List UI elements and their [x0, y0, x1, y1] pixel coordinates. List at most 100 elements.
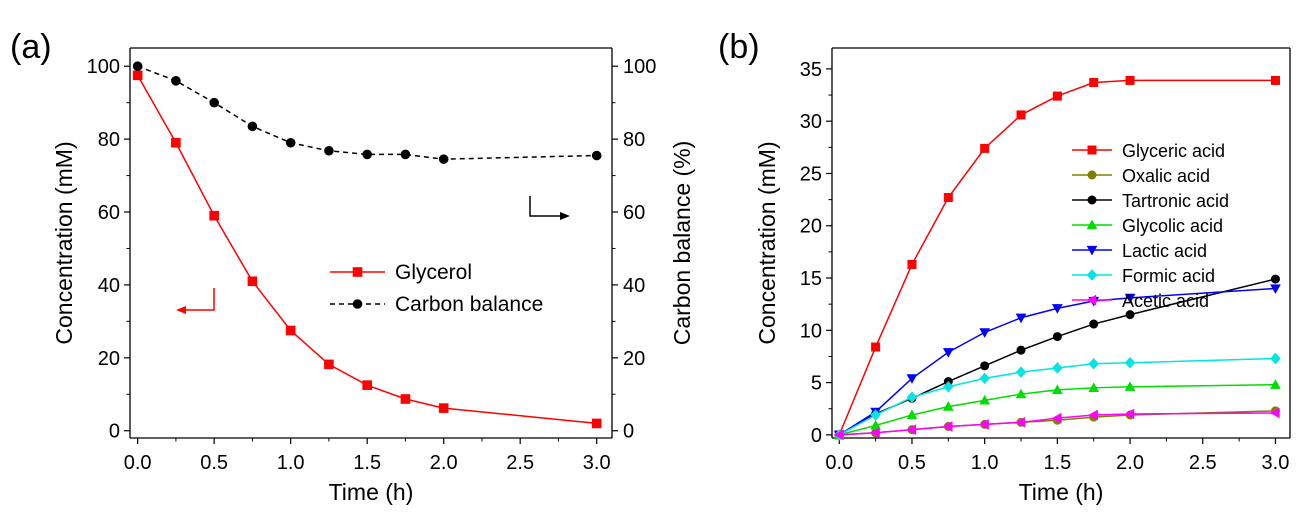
y-tick-label: 35	[800, 59, 822, 81]
data-point-tartronic-acid	[1052, 332, 1062, 342]
y-tick-label: 5	[811, 373, 822, 395]
data-point-glycerol	[324, 359, 334, 370]
data-point-carbon-balance	[132, 61, 143, 72]
y-tick-label: 60	[98, 202, 120, 224]
data-point-acetic-acid	[870, 427, 880, 439]
data-point-formic-acid	[870, 409, 881, 421]
series-acetic-acid	[833, 407, 1280, 441]
x-tick-label: 2.0	[1116, 452, 1144, 474]
data-point-glycerol	[247, 276, 258, 287]
data-point-lactic-acid	[1124, 293, 1136, 304]
data-point-glycolic-acid	[942, 401, 954, 411]
data-point-tartronic-acid	[1270, 274, 1280, 284]
x-tick-label: 1.0	[277, 452, 305, 474]
y-right-tick-label: 20	[623, 348, 645, 370]
legend-label: Glycerol	[395, 261, 472, 284]
series-glycolic-acid	[833, 379, 1281, 440]
y-tick-label: 25	[800, 163, 822, 185]
data-point-acetic-acid	[1015, 416, 1026, 428]
data-point-tartronic-acid	[1016, 345, 1026, 355]
data-point-lactic-acid	[942, 348, 954, 358]
data-point-carbon-balance	[209, 97, 219, 108]
data-point-carbon-balance	[247, 121, 258, 132]
data-point-carbon-balance	[324, 145, 334, 156]
y-axis-title: Concentration (mM)	[51, 141, 77, 344]
series-line-glycerol	[136, 74, 597, 425]
series-line-acetic-acid	[839, 412, 1276, 436]
data-point-acetic-acid	[942, 421, 953, 432]
x-tick-label: 1.5	[1043, 452, 1071, 474]
data-point-formic-acid	[1015, 366, 1027, 378]
arrow-to-right-axis	[529, 196, 564, 217]
legend-marker	[352, 299, 363, 309]
legend-label: Glyceric acid	[1122, 141, 1225, 161]
legend-label: Oxalic acid	[1122, 166, 1210, 186]
legend-marker	[1087, 195, 1097, 205]
y-right-tick-label: 0	[623, 421, 634, 443]
data-point-glycolic-acid	[1088, 382, 1100, 392]
y-axis-title: Concentration (mM)	[754, 141, 780, 344]
y-right-tick-label: 40	[623, 275, 645, 297]
legend-label: Carbon balance	[395, 293, 543, 316]
data-point-formic-acid	[1270, 352, 1281, 365]
x-axis-title: Time (h)	[329, 479, 414, 505]
data-point-carbon-balance	[591, 150, 602, 161]
data-point-glycolic-acid	[1052, 384, 1063, 395]
series-formic-acid	[834, 352, 1281, 441]
legend-label: Glycolic acid	[1122, 216, 1223, 236]
data-point-glycolic-acid	[906, 409, 918, 420]
legend: Glyceric acid Oxalic acid Tartronic acid Gl…	[1072, 141, 1229, 311]
data-point-formic-acid	[979, 372, 990, 385]
series-line-glycolic-acid	[839, 383, 1276, 436]
x-tick-label: 2.5	[506, 452, 534, 474]
data-point-glyceric-acid	[980, 143, 990, 153]
data-point-carbon-balance	[171, 76, 181, 86]
data-point-formic-acid	[1124, 356, 1136, 369]
x-tick-label: 0.5	[898, 452, 926, 474]
data-point-formic-acid	[943, 381, 954, 393]
data-point-carbon-balance	[362, 149, 372, 160]
annotation-arrows	[176, 196, 570, 314]
x-tick-label: 2.0	[430, 452, 458, 474]
panel-label: (b)	[718, 28, 760, 66]
x-axis-title: Time (h)	[1019, 479, 1104, 505]
y-right-tick-label: 80	[623, 129, 645, 151]
data-point-acetic-acid	[1124, 408, 1135, 420]
data-point-glycerol	[362, 380, 372, 390]
legend: Glycerol Carbon balance	[330, 261, 543, 316]
legend-marker	[1086, 294, 1097, 306]
data-point-acetic-acid	[906, 424, 917, 435]
data-point-lactic-acid	[1270, 284, 1281, 294]
x-tick-label: 1.0	[971, 452, 999, 474]
data-point-glyceric-acid	[1016, 110, 1026, 120]
data-point-glyceric-acid	[907, 259, 917, 269]
data-point-acetic-acid	[1270, 407, 1280, 419]
y-tick-label: 100	[87, 56, 120, 78]
data-point-tartronic-acid	[1125, 310, 1135, 320]
y-tick-label: 0	[811, 425, 822, 447]
data-point-glyceric-acid	[1052, 91, 1062, 101]
data-point-lactic-acid	[979, 328, 991, 338]
series-tartronic-acid	[834, 274, 1280, 440]
y-tick-label: 80	[98, 129, 120, 151]
data-point-tartronic-acid	[980, 361, 990, 371]
legend-label: Formic acid	[1122, 266, 1215, 286]
series-oxalic-acid	[834, 406, 1280, 440]
data-point-glyceric-acid	[1125, 75, 1135, 85]
legend-label: Acetic acid	[1122, 291, 1209, 311]
x-tick-label: 0.0	[825, 452, 853, 474]
data-point-acetic-acid	[979, 419, 989, 430]
data-point-acetic-acid	[833, 429, 844, 441]
data-point-formic-acid	[906, 391, 918, 403]
series-carbon-balance	[132, 61, 602, 164]
arrow-head-right-icon	[560, 212, 570, 220]
data-point-glyceric-acid	[871, 342, 881, 352]
x-tick-label: 0.0	[124, 452, 152, 474]
y-right-tick-label: 60	[623, 202, 645, 224]
legend-marker	[1086, 219, 1098, 230]
data-point-glycerol	[209, 210, 219, 221]
x-tick-label: 3.0	[583, 452, 611, 474]
data-point-glycolic-acid	[870, 420, 881, 430]
data-point-glycolic-acid	[1124, 381, 1136, 391]
